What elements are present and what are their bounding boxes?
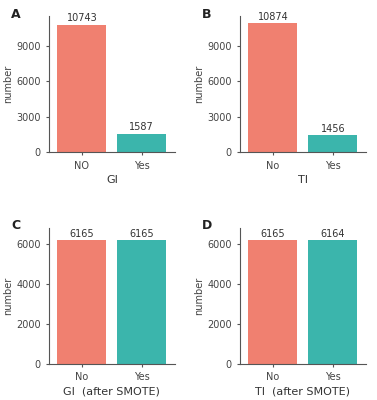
X-axis label: GI  (after SMOTE): GI (after SMOTE) (63, 386, 160, 396)
X-axis label: TI  (after SMOTE): TI (after SMOTE) (255, 386, 350, 396)
Text: C: C (11, 219, 20, 232)
Bar (308, 240, 357, 364)
Bar (57, 240, 106, 364)
Text: 1456: 1456 (320, 124, 345, 134)
Bar (248, 24, 297, 152)
Text: 1587: 1587 (129, 122, 154, 132)
Text: A: A (11, 8, 21, 21)
Bar (117, 134, 166, 152)
X-axis label: TI: TI (298, 175, 308, 185)
Text: 10743: 10743 (67, 13, 97, 23)
Text: 6165: 6165 (261, 229, 285, 239)
Y-axis label: number: number (195, 65, 204, 103)
Text: 6165: 6165 (129, 229, 154, 239)
Text: 10874: 10874 (257, 12, 288, 22)
Text: B: B (202, 8, 212, 21)
Bar (308, 135, 357, 152)
Bar (57, 25, 106, 152)
Text: 6164: 6164 (320, 229, 345, 239)
Text: D: D (202, 219, 213, 232)
X-axis label: GI: GI (106, 175, 118, 185)
Text: 6165: 6165 (70, 229, 94, 239)
Y-axis label: number: number (3, 65, 14, 103)
Bar (117, 240, 166, 364)
Y-axis label: number: number (3, 277, 13, 315)
Y-axis label: number: number (194, 277, 204, 315)
Bar (248, 240, 297, 364)
